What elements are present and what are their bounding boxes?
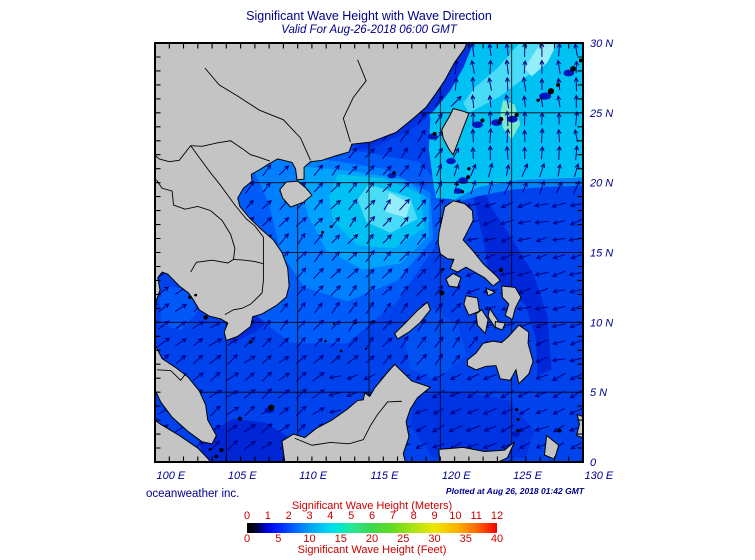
meter-tick-label: 6 [369,510,375,522]
lon-tick-label: 130 E [585,470,614,482]
meter-tick-label: 8 [411,510,417,522]
map-canvas [126,43,583,462]
asia-mainland [155,43,483,444]
lon-tick-label: 110 E [299,470,328,482]
lat-tick-label: 5 N [590,387,607,399]
feet-tick-label: 25 [397,533,409,545]
legend-feet-tick-labels: 0 5 10 15 20 25 30 35 40 [244,533,503,545]
lat-tick-label: 15 N [590,248,613,260]
credit-text: oceanweather inc. [146,488,239,500]
feet-tick-label: 15 [335,533,347,545]
land-layer [126,43,583,462]
small-islands [155,58,583,459]
sulawesi-north-arm [439,442,515,462]
meter-tick-label: 2 [286,510,292,522]
meter-tick-label: 5 [348,510,354,522]
latitude-axis-labels: 30 N 25 N 20 N 15 N 10 N 5 N 0 [589,38,613,469]
meter-tick-label: 9 [431,510,437,522]
palawan-island [395,302,431,339]
negros-island [476,310,488,334]
panay-island [464,296,480,316]
longitude-axis-labels: 100 E 105 E 110 E 115 E 120 E 125 E 130 E [157,470,614,482]
lat-tick-label: 30 N [590,38,613,50]
degree-tick-marks [154,42,584,463]
meter-tick-label: 4 [327,510,333,522]
valid-time-subtitle: Valid For Aug-26-2018 06:00 GMT [281,24,458,36]
lat-tick-label: 20 N [589,178,613,190]
hainan-island [280,181,312,207]
lon-tick-label: 105 E [228,470,257,482]
feet-tick-label: 10 [303,533,315,545]
bohol-island [495,322,505,330]
meter-tick-label: 10 [449,510,461,522]
mindoro-island [446,273,461,287]
borneo-island [282,364,430,462]
feet-tick-label: 35 [460,533,472,545]
meter-tick-label: 11 [470,510,481,522]
lon-tick-label: 115 E [371,470,400,482]
feet-tick-label: 0 [244,533,250,545]
sumatra-island [155,381,217,462]
meter-tick-label: 0 [244,510,250,522]
wave-height-colorbar [247,523,497,533]
lon-tick-label: 100 E [157,470,186,482]
feet-tick-label: 40 [491,533,503,545]
samar-leyte-islands [502,286,521,320]
lat-tick-label: 25 N [589,108,613,120]
meter-tick-label: 7 [390,510,396,522]
lon-tick-label: 120 E [442,470,471,482]
meter-tick-label: 1 [265,510,271,522]
plotted-timestamp: Plotted at Aug 26, 2018 01:42 GMT [446,486,585,496]
mindanao-island [467,325,533,384]
lon-tick-label: 125 E [513,470,542,482]
masbate-island [486,288,495,296]
legend-title-feet: Significant Wave Height (Feet) [298,544,447,556]
feet-tick-label: 5 [275,533,281,545]
meter-tick-label: 3 [306,510,312,522]
legend-meter-tick-labels: 0 1 2 3 4 5 6 7 8 9 10 11 12 [244,510,503,522]
island-wave-shadows [264,69,575,437]
page-title: Significant Wave Height with Wave Direct… [246,9,492,23]
legend-title-meters: Significant Wave Height (Meters) [292,500,452,512]
feet-tick-label: 20 [366,533,378,545]
taiwan-island [442,109,469,155]
country-borders [126,60,401,445]
lat-tick-label: 10 N [590,317,613,329]
meter-tick-label: 12 [491,510,503,522]
lat-tick-label: 0 [590,457,597,469]
feet-tick-label: 30 [428,533,440,545]
luzon-island [438,201,500,286]
